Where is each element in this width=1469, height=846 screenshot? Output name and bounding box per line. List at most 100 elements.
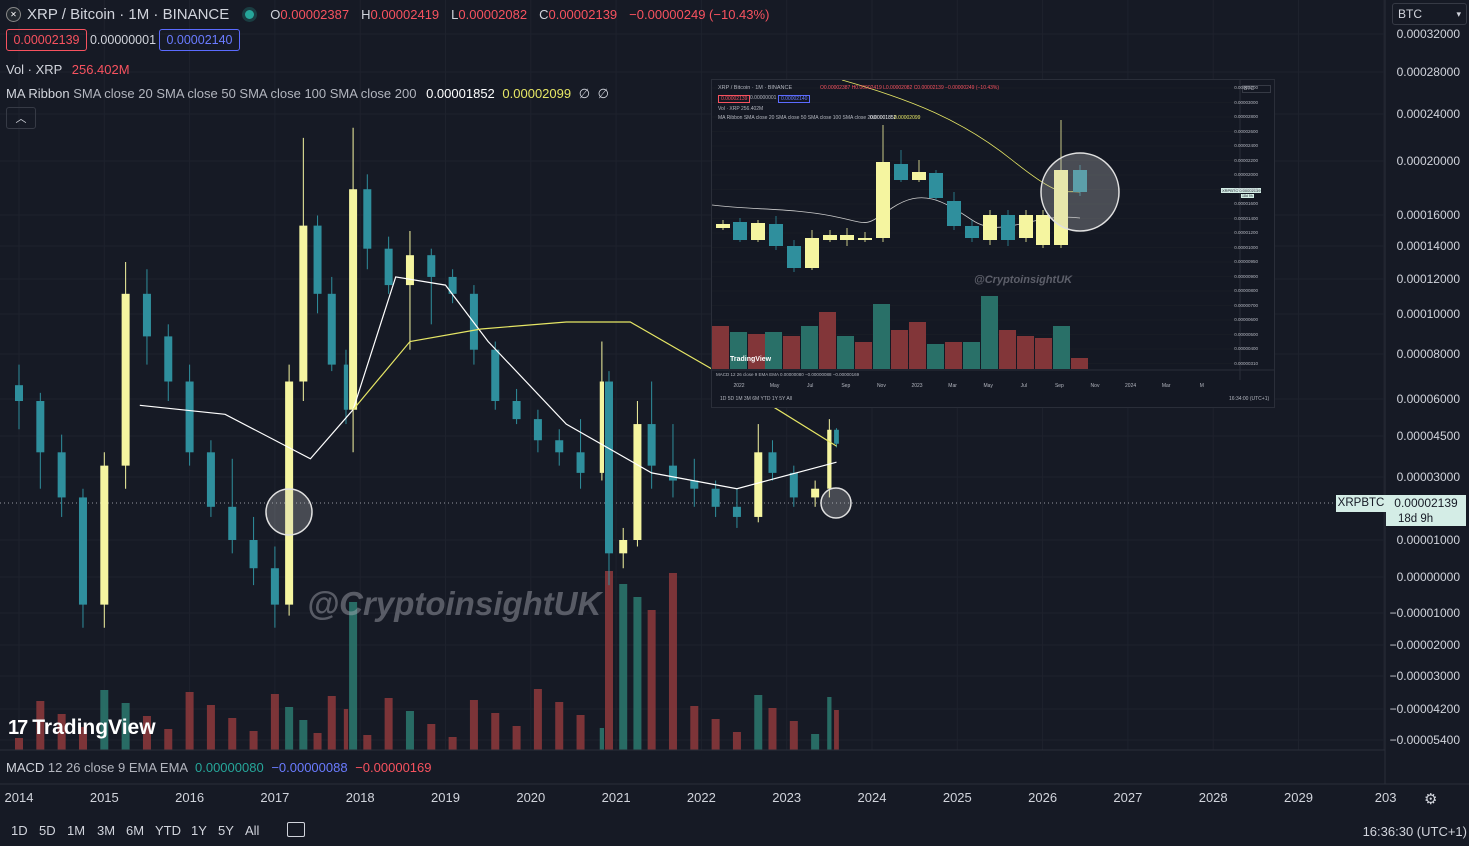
price-axis-label: −0.00005400 (1389, 733, 1460, 747)
price-axis-label: 0.00024000 (1396, 107, 1460, 121)
candle-body (206, 452, 215, 507)
watermark: @CryptoinsightUK (307, 585, 602, 622)
candle-body (711, 488, 720, 507)
inset-price-label: 0.00000800 (1234, 288, 1258, 293)
candle-body (327, 293, 336, 365)
volume-bar (533, 689, 542, 750)
volume-legend[interactable]: Vol · XRP 256.402M (6, 62, 130, 77)
inset-time-label: 2023 (911, 383, 923, 389)
volume-bar (599, 728, 605, 750)
inset-volume-bar (1053, 326, 1070, 369)
candle-body (690, 480, 699, 489)
candle-body (78, 497, 87, 605)
inset-price-tag: XRPBTC 0.00002139 (1221, 188, 1262, 193)
price-axis-label: 0.00016000 (1396, 208, 1460, 222)
highlight-circle-2017 (265, 488, 313, 536)
ma-value-2: 0.00002099 (502, 86, 572, 101)
volume-bar (834, 710, 839, 750)
time-axis-label: 2020 (516, 790, 546, 805)
timeframe-button[interactable]: 1Y (191, 823, 207, 838)
volume-bar (827, 697, 832, 750)
currency-select-value: BTC (1398, 7, 1422, 21)
volume-bar (555, 702, 564, 750)
timeframe-button[interactable]: 5D (39, 823, 56, 838)
inset-price-label: 0.00001200 (1234, 230, 1258, 235)
volume-bar (249, 731, 258, 750)
candle-body (668, 465, 677, 481)
volume-bar (576, 715, 585, 750)
settings-gear-icon[interactable]: ⚙ (1424, 791, 1438, 808)
ohlc-low-label: L (451, 6, 459, 22)
timeframe-button[interactable]: 1M (67, 823, 86, 838)
price-tag-value: 0.00002139 (1386, 495, 1466, 512)
volume-bar (448, 737, 457, 750)
currency-select[interactable]: BTC ▾ (1392, 3, 1467, 25)
volume-bar (349, 602, 358, 750)
inset-candle-body (894, 164, 908, 180)
inset-candle-body (1019, 215, 1033, 238)
macd-value-2: −0.00000088 (271, 760, 348, 775)
candle-body (789, 472, 798, 498)
clock[interactable]: 16:36:30 (UTC+1) (1362, 824, 1467, 839)
inset-bid: 0.00002139 (718, 95, 751, 103)
inset-time-label: 2024 (1125, 383, 1137, 389)
ohlc-high-value: 0.00002419 (370, 6, 440, 22)
inset-price-label: 0.00003000 (1234, 99, 1258, 105)
ma-ribbon-legend[interactable]: MA Ribbon SMA close 20 SMA close 50 SMA … (6, 86, 609, 102)
timeframe-button[interactable]: YTD (155, 823, 181, 838)
candle-body (15, 385, 23, 402)
inset-volume-bar (1071, 358, 1088, 369)
tradingview-logo[interactable]: 17 TradingView (8, 716, 156, 740)
volume-bar (164, 729, 173, 750)
inset-volume-bar (712, 326, 729, 369)
inset-time-label: Nov (876, 383, 886, 389)
timeframe-button[interactable]: 1D (11, 823, 28, 838)
candle-body (57, 452, 66, 498)
candle-body (164, 336, 173, 382)
inset-candle-body (823, 235, 837, 240)
date-range-icon[interactable] (287, 822, 305, 837)
time-axis-label: 2028 (1198, 790, 1228, 805)
inset-tradingview-logo: TradingView (730, 356, 772, 363)
collapse-legend-button[interactable]: ︿ (6, 107, 36, 129)
candle-body (633, 424, 642, 540)
volume-bar (711, 719, 720, 750)
xrp-logo-icon: ✕ (6, 6, 21, 22)
volume-bar (384, 698, 393, 750)
candle-body (811, 488, 820, 498)
candle-body (299, 225, 308, 382)
bid-price-box[interactable]: 0.00002139 (6, 29, 87, 51)
inset-candles (716, 120, 1087, 272)
candle-body (512, 401, 521, 420)
symbol-title[interactable]: XRP / Bitcoin · 1M · BINANCE (27, 5, 230, 23)
timeframe-button[interactable]: 5Y (218, 823, 234, 838)
inset-time-label: Jul (806, 383, 814, 389)
candles (15, 127, 839, 628)
candle-body (768, 452, 777, 473)
inset-time-label: Jul (1020, 383, 1027, 389)
ask-price-box[interactable]: 0.00002140 (159, 29, 240, 51)
inset-price-label: 0.00000700 (1234, 302, 1258, 308)
inset-price-label: 0.00003200 (1234, 85, 1258, 90)
inset-timeframes: 1D 5D 1M 3M 6M YTD 1Y 5Y All (720, 396, 792, 402)
price-axis-label: 0.00003000 (1396, 470, 1460, 484)
volume-bar (313, 733, 322, 750)
ma-ribbon-label: MA Ribbon (6, 86, 70, 101)
volume-bar (363, 735, 372, 750)
candle-body (555, 440, 564, 453)
inset-volume-bars (712, 296, 1088, 369)
inset-candle-body (1054, 170, 1068, 245)
inset-candle-body (751, 223, 765, 240)
timeframe-button[interactable]: 6M (126, 823, 145, 838)
inset-volume-legend: Vol · XRP 256.402M (718, 106, 764, 112)
timeframe-button[interactable]: 3M (97, 823, 116, 838)
timeframe-button[interactable]: All (245, 823, 260, 838)
inset-candle-body (965, 226, 979, 238)
inset-price-label: 0.00000500 (1234, 331, 1258, 337)
candle-body (604, 381, 613, 554)
macd-legend[interactable]: MACD 12 26 close 9 EMA EMA 0.00000080 −0… (6, 760, 432, 775)
time-axis-label: 2025 (942, 790, 972, 805)
inset-candle-body (716, 224, 730, 228)
candle-body (448, 276, 457, 294)
